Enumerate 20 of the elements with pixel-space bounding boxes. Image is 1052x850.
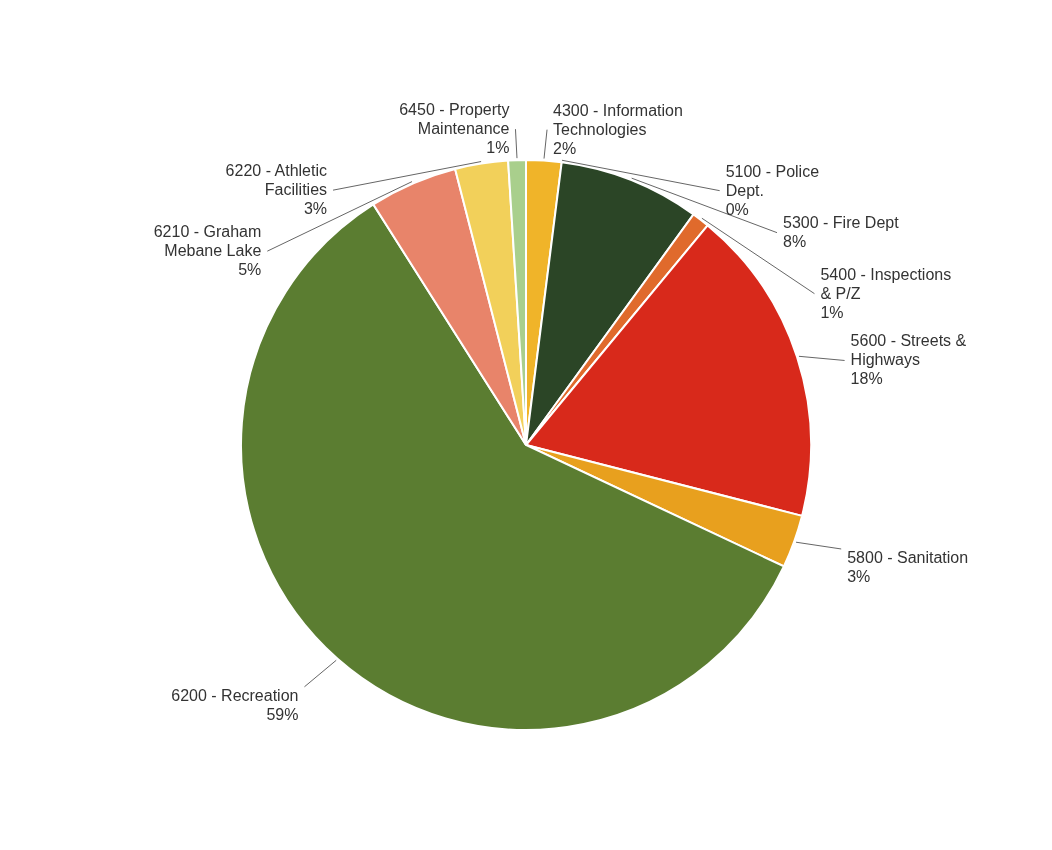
- data-label: 8%: [783, 233, 807, 251]
- data-label: 1%: [820, 303, 844, 321]
- slice-label: 5800 - Sanitation: [847, 549, 969, 567]
- slice-label: 5300 - Fire Dept: [783, 214, 900, 232]
- data-label: 2%: [553, 139, 577, 157]
- slice-label: 5400 - Inspections & P/Z: [820, 265, 952, 302]
- slice-label: 6220 - Athletic Facilities: [225, 162, 328, 199]
- text: 0%: [725, 200, 749, 218]
- data-label: 3%: [847, 568, 871, 586]
- slice-label: 4300 - Information Technologies: [553, 101, 683, 138]
- data-label: 5%: [238, 261, 262, 279]
- slice-label: 5600 - Streets & Highways: [850, 332, 967, 369]
- slice-label: 6450 - Property Maintenance: [399, 101, 510, 138]
- data-label: 3%: [303, 200, 328, 218]
- data-label: 1%: [486, 139, 510, 157]
- data-label: 18%: [850, 370, 883, 388]
- slice-label: 6210 - Graham Mebane Lake: [153, 223, 262, 260]
- category-label: 5100 - Police Dept.: [725, 162, 820, 199]
- data-label: 59%: [266, 706, 299, 724]
- slice-label: 6200 - Recreation: [171, 687, 299, 705]
